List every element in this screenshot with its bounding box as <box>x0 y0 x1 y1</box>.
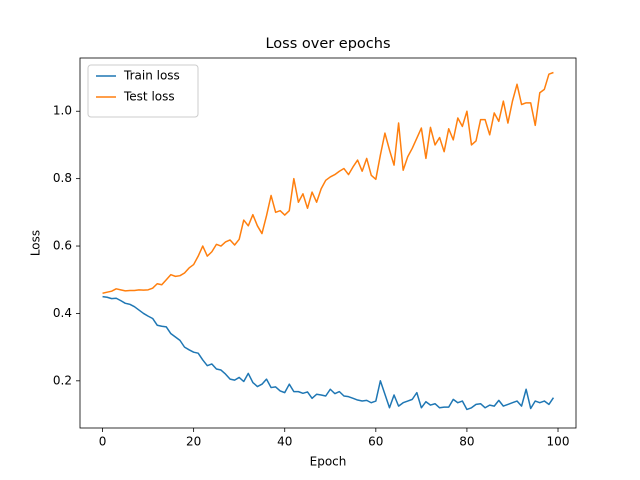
y-tick-label: 1.0 <box>53 104 72 118</box>
y-axis-label: Loss <box>29 230 43 256</box>
x-tick-label: 0 <box>99 435 107 449</box>
data-line <box>102 295 555 411</box>
x-tick-label: 40 <box>277 435 292 449</box>
x-axis-label: Epoch <box>310 455 347 469</box>
legend-label: Train loss <box>123 69 180 83</box>
legend-box <box>87 64 199 118</box>
y-tick-label: 0.8 <box>53 171 72 185</box>
x-tick-label: 80 <box>459 435 474 449</box>
y-tick-label: 0.4 <box>53 306 72 320</box>
data-line <box>102 71 554 294</box>
legend-label: Test loss <box>123 90 175 104</box>
chart-title: Loss over epochs <box>265 36 390 52</box>
plot-frame <box>79 57 577 429</box>
x-tick-label: 60 <box>368 435 383 449</box>
y-tick-label: 0.2 <box>53 373 72 387</box>
x-tick-label: 20 <box>186 435 201 449</box>
x-tick-label: 100 <box>547 435 570 449</box>
y-tick-label: 0.6 <box>53 239 72 253</box>
